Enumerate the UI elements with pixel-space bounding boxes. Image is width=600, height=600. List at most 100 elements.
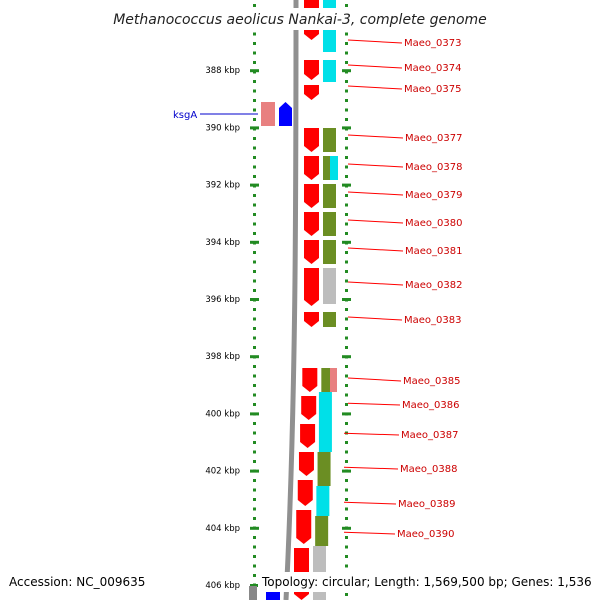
ruler-dot xyxy=(345,232,348,235)
gene-label[interactable]: Maeo_0387 xyxy=(401,430,458,441)
gene-arrow[interactable] xyxy=(296,510,312,544)
cog-bar xyxy=(323,312,336,327)
gene-label[interactable]: Maeo_0374 xyxy=(404,63,461,74)
kbp-tick-label: 400 kbp xyxy=(205,409,240,419)
ruler-dot xyxy=(253,479,256,482)
ruler-dot xyxy=(345,279,348,283)
gene-label[interactable]: Maeo_0388 xyxy=(400,464,457,475)
cog-bar-partial xyxy=(330,156,338,180)
gene-label-layer: Maeo_0373 Maeo_0374 Maeo_0375 Maeo_0377 Maeo… xyxy=(343,38,462,540)
ruler-dot xyxy=(345,488,348,492)
ruler-dot xyxy=(345,346,348,349)
kbp-tick-mark-right xyxy=(342,183,351,187)
ksga-label[interactable]: ksgA xyxy=(173,110,197,121)
ruler-dot xyxy=(345,422,348,425)
cog-bar xyxy=(318,392,332,452)
gene-arrow[interactable] xyxy=(297,480,313,506)
gene-leader-line xyxy=(347,402,401,406)
gene-arrow[interactable] xyxy=(298,452,314,476)
ruler-dot xyxy=(345,270,348,273)
kbp-tick-label: 392 kbp xyxy=(205,181,240,191)
ruler-dot xyxy=(345,251,348,254)
ksga-gene-arrow[interactable] xyxy=(279,102,292,126)
gene-label[interactable]: Maeo_0386 xyxy=(402,400,459,411)
ruler-dot xyxy=(253,450,256,454)
gene-label[interactable]: Maeo_0379 xyxy=(405,190,462,201)
kbp-tick-mark-right xyxy=(342,69,351,73)
ruler-dot xyxy=(253,80,256,83)
gene-arrow[interactable] xyxy=(304,184,319,208)
ruler-dot xyxy=(253,137,256,140)
ruler-dot xyxy=(345,80,348,83)
ruler-dot xyxy=(253,498,256,501)
kbp-tick-label: 390 kbp xyxy=(205,123,240,133)
gene-arrow[interactable] xyxy=(302,368,318,392)
cog-bar xyxy=(317,452,331,486)
ruler-dot xyxy=(345,403,348,406)
kbp-tick-mark-left xyxy=(250,183,259,187)
gene-label[interactable]: Maeo_0383 xyxy=(404,315,461,326)
ruler-dot xyxy=(345,545,348,549)
ruler-dot xyxy=(253,327,256,330)
cog-bar xyxy=(323,60,336,82)
gene-label[interactable]: Maeo_0373 xyxy=(404,38,461,49)
ruler-dot xyxy=(345,498,348,501)
gene-leader-line xyxy=(347,281,404,286)
ksga-feature[interactable]: ksgA xyxy=(173,102,292,126)
kbp-tick-mark-right xyxy=(342,298,351,301)
gene-arrow[interactable] xyxy=(304,240,319,264)
ruler-dot xyxy=(345,4,348,7)
ruler-dot xyxy=(345,42,348,45)
ruler-dot xyxy=(345,479,348,482)
gene-arrow[interactable] xyxy=(304,128,319,152)
bottom-gene-stub-gray xyxy=(249,586,257,600)
ruler-dot xyxy=(253,279,256,283)
ruler-dot xyxy=(253,42,256,45)
gene-arrow[interactable] xyxy=(304,156,319,180)
gene-label[interactable]: Maeo_0380 xyxy=(405,218,462,229)
ruler-dot xyxy=(345,213,348,216)
ruler-dot xyxy=(345,175,348,178)
kbp-tick-label: 402 kbp xyxy=(205,467,240,477)
ruler-dot xyxy=(345,365,348,368)
ruler-dot xyxy=(345,118,348,121)
gene-label[interactable]: Maeo_0385 xyxy=(403,376,460,387)
ruler-dot xyxy=(253,574,256,577)
cog-bar xyxy=(323,128,336,152)
ruler-dot xyxy=(253,203,256,207)
ruler-dot xyxy=(253,365,256,368)
title-bg xyxy=(110,8,490,30)
ruler-dot xyxy=(253,108,256,112)
gene-arrow[interactable] xyxy=(304,85,319,100)
gene-label[interactable]: Maeo_0389 xyxy=(398,499,455,510)
gene-label[interactable]: Maeo_0378 xyxy=(405,162,462,173)
ruler-dot xyxy=(253,260,256,264)
summary-bg xyxy=(258,572,600,592)
gene-arrow[interactable] xyxy=(301,396,317,420)
gene-arrow[interactable] xyxy=(304,312,319,327)
gene-arrow[interactable] xyxy=(300,424,316,448)
ruler-dot xyxy=(253,213,256,216)
ruler-dot xyxy=(253,270,256,273)
ruler-dot xyxy=(253,374,256,378)
gene-arrow[interactable] xyxy=(304,212,319,236)
ruler-dot xyxy=(253,422,256,425)
gene-leader-line xyxy=(347,219,404,224)
ruler-dot xyxy=(253,536,256,539)
ruler-dot xyxy=(345,146,348,150)
ruler-dot xyxy=(253,175,256,178)
gene-label[interactable]: Maeo_0377 xyxy=(405,133,462,144)
ruler-dot xyxy=(345,260,348,264)
ruler-dot xyxy=(345,593,348,596)
gene-label[interactable]: Maeo_0390 xyxy=(397,529,454,540)
gene-label[interactable]: Maeo_0381 xyxy=(405,246,462,257)
gene-label[interactable]: Maeo_0375 xyxy=(404,84,461,95)
gene-arrow[interactable] xyxy=(304,60,319,80)
kbp-tick-mark-left xyxy=(250,412,259,416)
gene-arrow[interactable] xyxy=(304,268,319,306)
gene-label[interactable]: Maeo_0382 xyxy=(405,280,462,291)
ruler-dot xyxy=(253,517,256,520)
ruler-dot xyxy=(345,393,348,397)
ruler-dot xyxy=(253,251,256,254)
kbp-tick-mark-left xyxy=(250,126,259,130)
